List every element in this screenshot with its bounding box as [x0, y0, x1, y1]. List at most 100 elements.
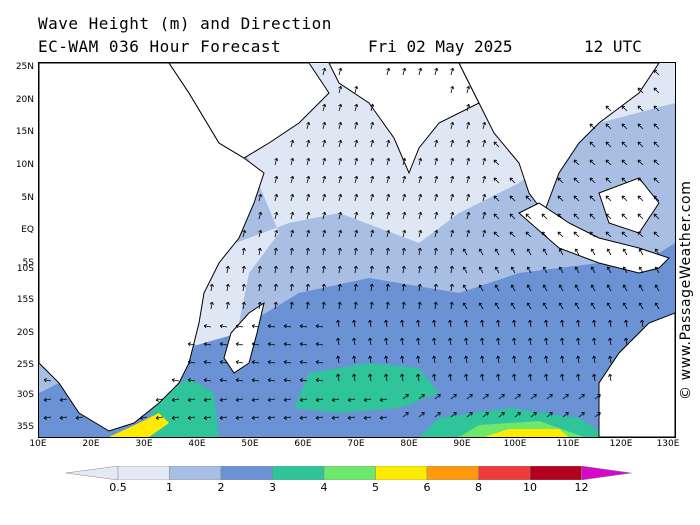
wave-direction-arrowhead [511, 302, 515, 305]
wave-direction-arrow [290, 140, 294, 148]
wave-direction-arrowhead [482, 157, 486, 161]
wave-direction-arrow [401, 374, 404, 382]
wave-direction-arrowhead [479, 266, 483, 269]
wave-direction-arrow [589, 195, 596, 202]
wave-direction-arrowhead [403, 247, 406, 251]
wave-direction-arrow [498, 412, 505, 418]
wave-direction-arrowhead [480, 337, 483, 341]
wave-direction-arrows [43, 67, 660, 420]
wave-direction-arrowhead [451, 283, 454, 287]
wave-direction-arrow [497, 356, 500, 364]
wave-direction-arrowhead [379, 397, 383, 401]
wave-direction-arrowhead [423, 394, 425, 398]
wave-direction-arrow [525, 213, 532, 220]
wave-direction-arrow [322, 212, 326, 220]
arabia-landmass [168, 62, 330, 159]
wave-direction-arrowhead [503, 394, 505, 398]
wave-direction-arrowhead [368, 319, 371, 323]
lon-label-10e: 10E [29, 439, 47, 449]
wave-direction-arrowhead [417, 265, 421, 269]
wave-direction-arrowhead [243, 283, 246, 287]
wave-direction-arrowhead [324, 158, 327, 162]
wave-direction-arrowhead [495, 266, 499, 269]
wave-direction-arrow [545, 338, 548, 346]
wave-direction-arrowhead [527, 248, 531, 251]
wave-direction-arrow [258, 248, 261, 256]
wave-direction-arrow [76, 416, 84, 419]
wave-direction-arrowhead [496, 337, 499, 341]
wave-direction-arrowhead [203, 417, 207, 420]
wave-direction-arrowhead [211, 283, 214, 287]
wave-direction-arrow [418, 158, 422, 166]
wave-direction-arrowhead [400, 373, 403, 377]
wave-direction-arrowhead [452, 122, 455, 126]
wave-direction-arrowhead [387, 301, 390, 305]
wave-direction-arrow [290, 212, 294, 220]
wave-direction-arrow [274, 158, 278, 166]
wave-direction-arrowhead [203, 378, 207, 381]
wave-direction-arrow [511, 266, 516, 274]
wave-direction-arrowhead [432, 337, 435, 341]
wave-direction-arrowhead [203, 361, 207, 365]
wave-direction-arrowhead [369, 301, 373, 305]
wave-direction-arrow [575, 302, 580, 310]
wave-direction-arrowhead [337, 301, 341, 305]
wave-direction-arrowhead [235, 415, 239, 419]
lon-label-120e: 120E [609, 439, 633, 449]
wave-direction-arrowhead [338, 121, 342, 125]
wave-direction-arrow [589, 159, 596, 166]
wave-direction-arrow [495, 284, 500, 292]
wave-direction-arrowhead [384, 337, 387, 341]
wave-direction-arrowhead [567, 394, 569, 398]
wave-direction-arrow [482, 394, 489, 400]
wave-direction-arrowhead [267, 399, 271, 402]
wave-direction-arrow [306, 122, 310, 130]
wave-direction-arrowhead [404, 68, 407, 72]
wave-direction-arrow [284, 416, 292, 419]
wave-direction-arrowhead [336, 373, 339, 377]
colorbar-tick-label: 3 [269, 481, 276, 494]
wave-direction-arrow [354, 302, 357, 310]
wave-direction-arrow [513, 320, 516, 328]
wave-direction-arrowhead [292, 176, 295, 180]
wave-direction-arrow [637, 231, 644, 238]
wave-direction-arrow [561, 320, 564, 328]
wave-direction-arrow [541, 231, 548, 238]
wave-direction-arrowhead [315, 342, 319, 345]
wave-direction-arrow [402, 412, 409, 418]
wave-direction-arrow [605, 195, 612, 202]
lat-label-eq: EQ [21, 225, 34, 235]
wave-direction-arrowhead [59, 399, 63, 402]
wave-direction-arrowhead [267, 325, 271, 329]
wave-direction-arrowhead [355, 247, 358, 251]
wave-direction-arrow [543, 302, 548, 310]
wave-direction-arrowhead [235, 342, 239, 345]
wave-direction-arrow [623, 284, 628, 292]
wave-direction-arrowhead [655, 248, 659, 251]
wave-direction-arrow [527, 302, 532, 310]
wave-direction-arrowhead [418, 67, 422, 71]
wave-direction-arrowhead [59, 397, 63, 401]
wave-direction-arrowhead [369, 337, 373, 341]
wave-direction-arrow [434, 284, 437, 292]
wave-direction-arrow [607, 302, 612, 310]
wave-direction-arrowhead [340, 158, 343, 162]
wave-direction-arrowhead [340, 212, 343, 216]
wave-direction-arrow [364, 416, 372, 419]
wave-direction-arrowhead [419, 301, 422, 305]
wave-direction-arrow [559, 248, 564, 256]
wave-direction-arrowhead [464, 337, 467, 341]
wave-direction-arrowhead [436, 212, 439, 216]
wave-direction-arrow [449, 320, 452, 328]
wave-direction-arrow [578, 412, 585, 418]
wave-direction-arrow [268, 361, 276, 364]
wave-direction-arrowhead [466, 121, 470, 125]
wave-direction-arrowhead [577, 337, 581, 341]
wave-direction-arrow [450, 266, 453, 274]
wave-direction-arrowhead [479, 248, 483, 251]
wave-direction-arrow [639, 266, 644, 274]
wave-direction-arrow [653, 159, 660, 166]
wave-direction-arrow [44, 416, 52, 419]
wave-direction-arrow [493, 177, 500, 184]
wave-direction-arrowhead [434, 211, 438, 215]
